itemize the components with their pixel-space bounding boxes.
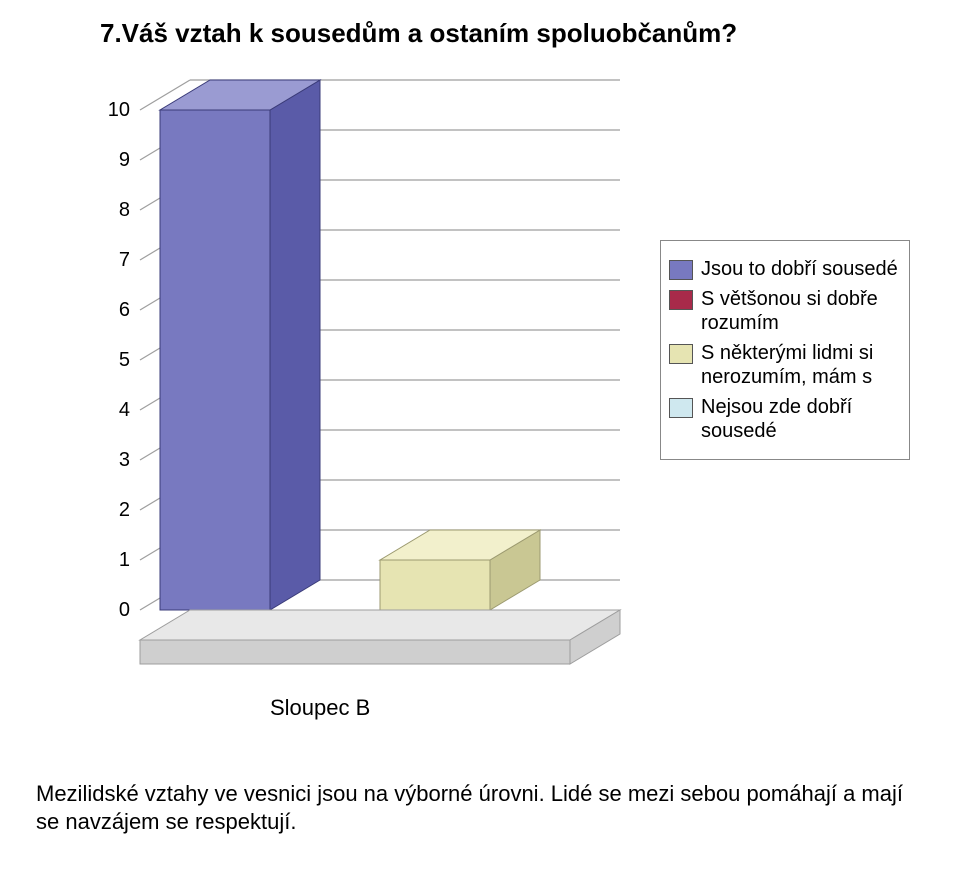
legend-label: Nejsou zde dobří sousedé: [701, 395, 899, 443]
y-tick-label: 1: [100, 550, 130, 570]
y-tick-label: 10: [100, 100, 130, 120]
plot-area: [140, 110, 620, 620]
bars-layer: [140, 110, 620, 610]
body-paragraph: Mezilidské vztahy ve vesnici jsou na výb…: [36, 780, 924, 836]
legend-swatch: [669, 290, 693, 310]
legend-swatch: [669, 260, 693, 280]
legend-label: S některými lidmi si nero­zumím, mám s: [701, 341, 899, 389]
y-tick-label: 7: [100, 250, 130, 270]
y-axis-ticks: 012345678910: [100, 110, 134, 620]
y-tick-label: 3: [100, 450, 130, 470]
legend-item: S některými lidmi si nero­zumím, mám s: [669, 341, 899, 389]
x-axis-label: Sloupec B: [270, 695, 370, 721]
y-tick-label: 4: [100, 400, 130, 420]
legend-item: S většonou si dobře rozumím: [669, 287, 899, 335]
legend: Jsou to dobří sousedé S většonou si dobře…: [660, 240, 910, 460]
y-tick-label: 8: [100, 200, 130, 220]
chart-floor: [140, 610, 620, 700]
legend-item: Jsou to dobří sousedé: [669, 257, 899, 281]
y-tick-label: 2: [100, 500, 130, 520]
legend-label: Jsou to dobří sousedé: [701, 257, 898, 281]
y-tick-label: 9: [100, 150, 130, 170]
y-tick-label: 6: [100, 300, 130, 320]
y-tick-label: 0: [100, 600, 130, 620]
page-root: 7.Váš vztah k sousedům a ostaním spoluob…: [0, 0, 960, 890]
chart-title: 7.Váš vztah k sousedům a ostaním spoluob…: [100, 18, 737, 49]
legend-swatch: [669, 344, 693, 364]
legend-label: S většonou si dobře rozumím: [701, 287, 899, 335]
legend-swatch: [669, 398, 693, 418]
legend-item: Nejsou zde dobří sousedé: [669, 395, 899, 443]
chart-area: 012345678910 Sloupec B Jsou to dobří sou…: [60, 90, 900, 710]
y-tick-label: 5: [100, 350, 130, 370]
